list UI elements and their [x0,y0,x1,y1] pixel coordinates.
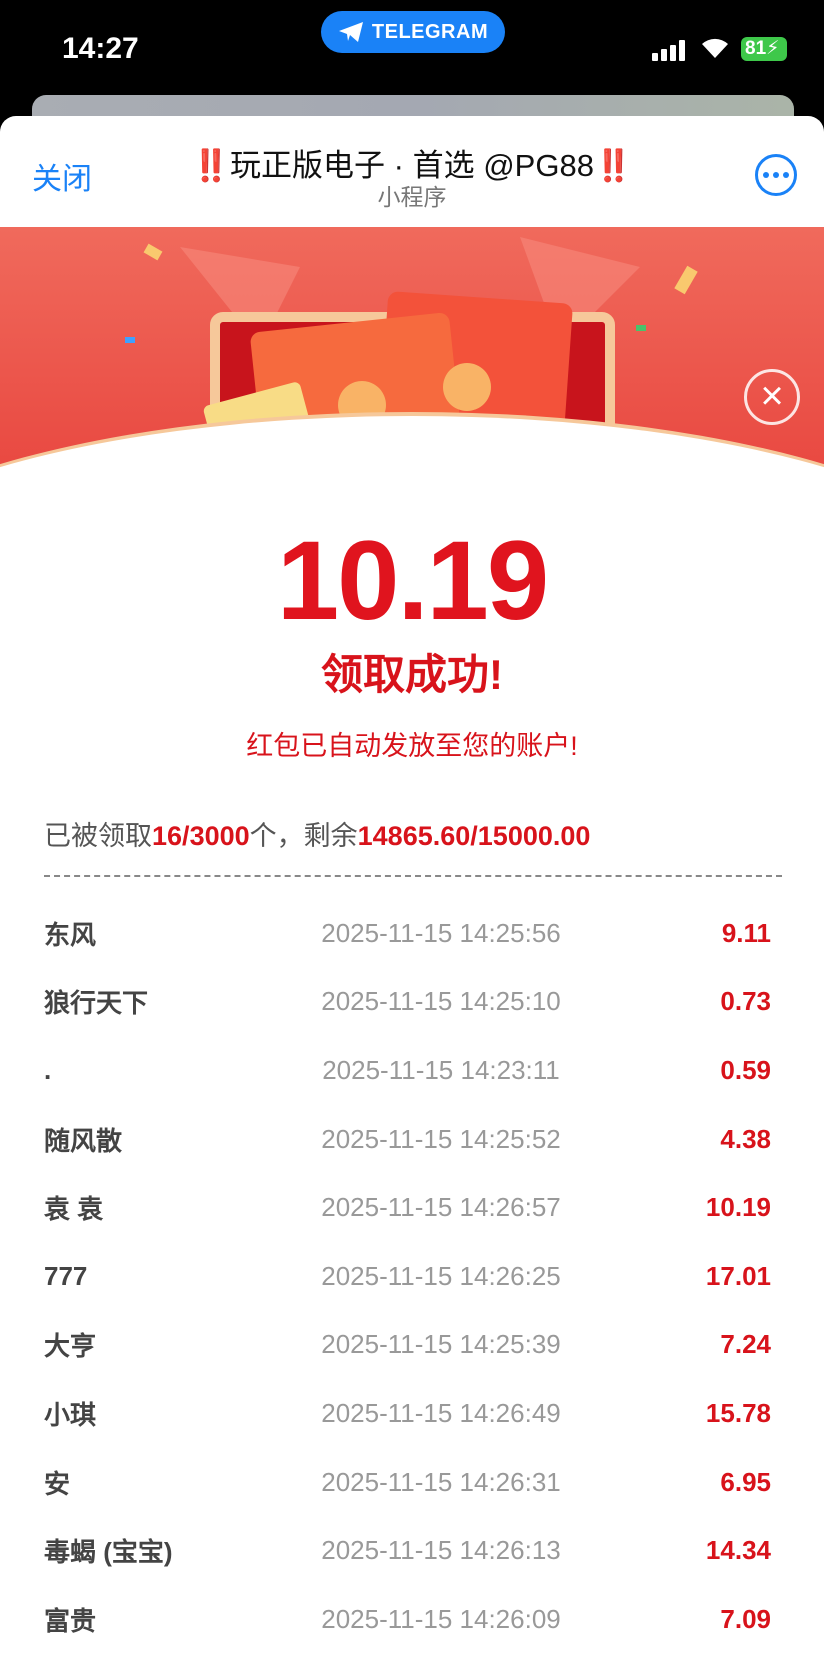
claimer-name: 富贵 [44,1605,97,1636]
list-item: 小琪 2025-11-15 14:26:49 15.78 [44,1379,771,1448]
app-header: 关闭 ‼️玩正版电子 · 首选 @PG88‼️ 小程序 [0,116,824,227]
claimed-count: 16 [152,821,183,851]
claim-time: 2025-11-15 14:25:39 [321,1329,561,1360]
divider [44,875,782,877]
claim-amount: 6.95 [720,1466,771,1497]
clock: 14:27 [62,32,139,65]
claim-amount: 17.01 [705,1260,771,1291]
telegram-icon [338,22,363,42]
claim-amount: 15.78 [705,1397,771,1428]
app-subtitle: 小程序 [377,184,447,210]
claim-time: 2025-11-15 14:23:11 [322,1054,560,1085]
title-mark-right: ‼️ [593,148,633,183]
success-title: 领取成功! [321,651,503,698]
success-note: 红包已自动发放至您的账户! [246,731,578,761]
list-item: 东风 2025-11-15 14:25:56 9.11 [44,899,771,968]
close-button[interactable]: 关闭 [32,163,92,196]
title-text: 玩正版电子 · 首选 @PG88 [230,148,594,183]
claim-time: 2025-11-15 14:25:52 [321,1123,561,1154]
list-item: 狼行天下 2025-11-15 14:25:10 0.73 [44,968,771,1037]
claimer-name: . [44,1054,52,1085]
remaining-amount: 14865.60 [357,821,471,851]
received-amount: 10.19 [276,518,549,643]
claim-summary: 已被领取16/3000个，剩余14865.60/15000.00 [44,814,590,853]
claim-amount: 7.09 [720,1603,771,1634]
claimer-name: 袁 袁 [44,1194,104,1225]
claim-time: 2025-11-15 14:26:57 [321,1192,561,1223]
claimer-name: 小琪 [44,1399,97,1430]
summary-prefix: 已被领取 [44,821,152,851]
claim-time: 2025-11-15 14:25:56 [321,917,561,948]
claim-list: 东风 2025-11-15 14:25:56 9.11 狼行天下 2025-11-15 … [44,899,771,1654]
claim-amount: 10.19 [705,1192,771,1223]
claim-amount: 0.73 [720,986,771,1017]
claim-amount: 7.24 [720,1329,771,1360]
summary-sep: / [470,821,478,851]
total-amount: 15000.00 [477,821,591,851]
claimer-name: 毒蝎 (宝宝) [44,1537,173,1568]
list-item: 富贵 2025-11-15 14:26:09 7.09 [44,1585,771,1654]
more-icon[interactable] [755,154,797,196]
list-item: 大亨 2025-11-15 14:25:39 7.24 [44,1311,771,1380]
title-mark-left: ‼️ [191,148,231,183]
claimer-name: 安 [44,1468,71,1499]
claimer-name: 东风 [44,919,97,950]
signal-icon [652,40,685,61]
claimer-name: 狼行天下 [44,988,149,1019]
wifi-icon [702,38,728,58]
list-item: 安 2025-11-15 14:26:31 6.95 [44,1448,771,1517]
battery-level: 81 [745,38,767,59]
summary-sep: / [182,821,190,851]
mini-app-sheet: 关闭 ‼️玩正版电子 · 首选 @PG88‼️ 小程序 × 10.19 领取成功… [0,116,824,1656]
list-item: 随风散 2025-11-15 14:25:52 4.38 [44,1105,771,1174]
claim-time: 2025-11-15 14:26:09 [321,1603,561,1634]
status-bar: 14:27 TELEGRAM 81⚡ [0,0,824,95]
claim-time: 2025-11-15 14:26:25 [321,1260,561,1291]
claimer-name: 777 [44,1260,88,1291]
dismiss-icon[interactable]: × [744,369,800,425]
claim-amount: 4.38 [720,1123,771,1154]
claim-amount: 14.34 [705,1535,771,1566]
claim-amount: 0.59 [720,1054,771,1085]
list-item: 袁 袁 2025-11-15 14:26:57 10.19 [44,1173,771,1242]
claim-time: 2025-11-15 14:26:49 [321,1397,561,1428]
telegram-pill[interactable]: TELEGRAM [321,11,505,53]
claim-amount: 9.11 [721,917,771,948]
claim-time: 2025-11-15 14:26:13 [321,1535,561,1566]
summary-mid: 个，剩余 [249,821,358,851]
list-item: . 2025-11-15 14:23:11 0.59 [44,1036,771,1105]
pill-label: TELEGRAM [371,20,489,43]
total-count: 3000 [189,821,250,851]
app-title: ‼️玩正版电子 · 首选 @PG88‼️ [0,140,824,185]
claimer-name: 随风散 [44,1125,123,1156]
list-item: 毒蝎 (宝宝) 2025-11-15 14:26:13 14.34 [44,1516,771,1585]
battery-icon: 81⚡ [741,37,787,61]
red-packet-banner: × [0,227,824,497]
list-item: 777 2025-11-15 14:26:25 17.01 [44,1242,771,1311]
claim-time: 2025-11-15 14:26:31 [321,1466,561,1497]
claim-time: 2025-11-15 14:25:10 [321,986,561,1017]
claimer-name: 大亨 [44,1331,97,1362]
